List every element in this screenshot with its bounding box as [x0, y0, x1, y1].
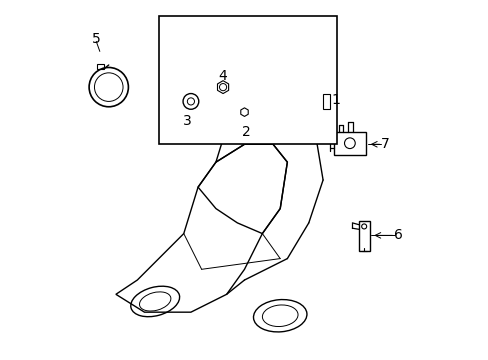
- Text: 7: 7: [381, 137, 389, 151]
- Text: 5: 5: [92, 32, 101, 46]
- Bar: [358, 221, 369, 251]
- Text: 4: 4: [218, 69, 227, 84]
- Bar: [333, 132, 365, 155]
- Bar: [97, 64, 103, 69]
- Text: 6: 6: [393, 228, 402, 242]
- Text: 3: 3: [183, 114, 191, 128]
- Bar: [323, 94, 329, 109]
- Text: 2: 2: [242, 125, 250, 139]
- Bar: [159, 16, 337, 144]
- Text: 1: 1: [330, 93, 339, 107]
